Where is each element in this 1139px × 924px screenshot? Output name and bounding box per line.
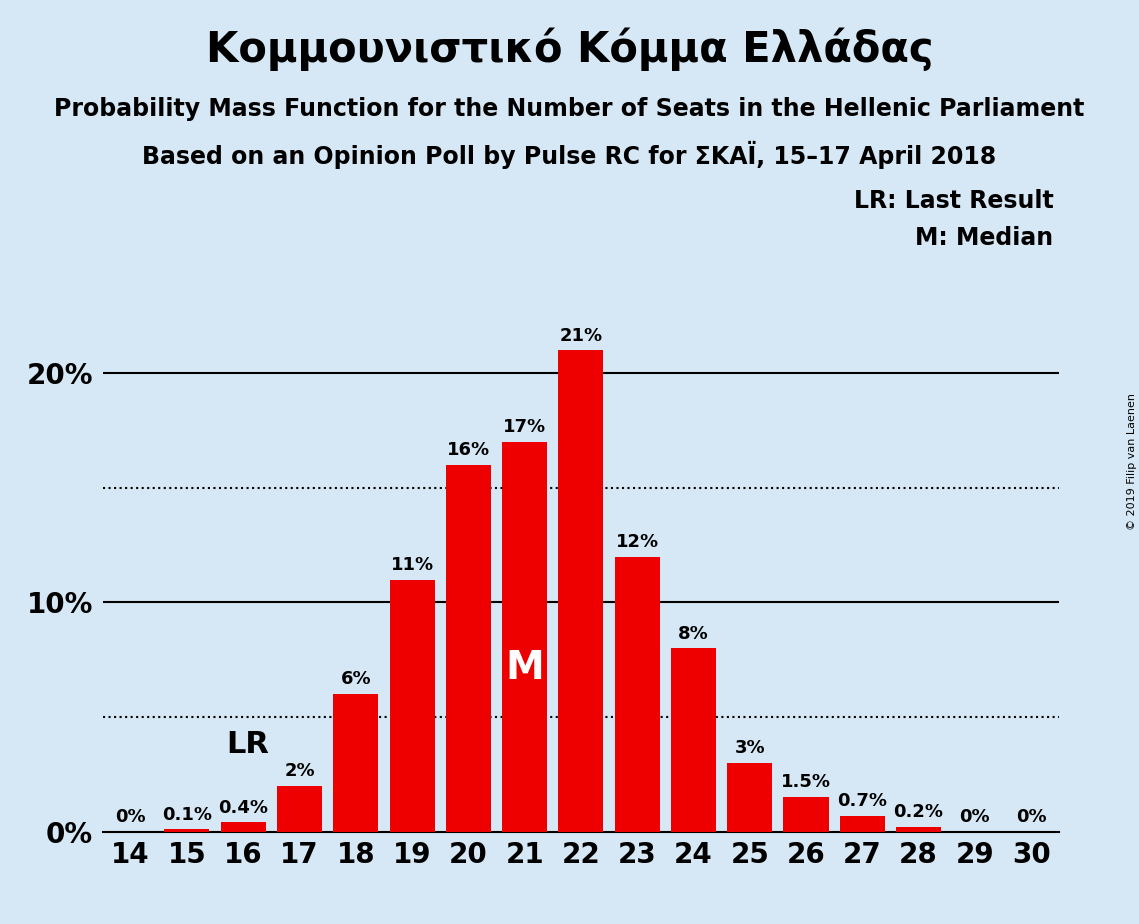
Text: 3%: 3%	[735, 739, 765, 757]
Text: LR: LR	[227, 730, 269, 759]
Bar	[727, 763, 772, 832]
Text: M: Median: M: Median	[916, 226, 1054, 250]
Text: 0%: 0%	[1016, 808, 1047, 826]
Text: 0%: 0%	[115, 808, 146, 826]
Text: 0.7%: 0.7%	[837, 792, 887, 809]
Text: 6%: 6%	[341, 671, 371, 688]
Text: 11%: 11%	[391, 556, 434, 574]
Text: 1.5%: 1.5%	[781, 773, 831, 792]
Text: 0.4%: 0.4%	[219, 798, 268, 817]
Text: LR: Last Result: LR: Last Result	[854, 189, 1054, 213]
Text: 8%: 8%	[678, 625, 708, 642]
Text: 2%: 2%	[284, 762, 314, 780]
Bar	[164, 830, 210, 832]
Bar	[502, 442, 547, 832]
Text: 0%: 0%	[959, 808, 990, 826]
Text: M: M	[506, 649, 544, 687]
Bar	[671, 649, 716, 832]
Bar	[277, 785, 322, 832]
Bar	[445, 465, 491, 832]
Text: 16%: 16%	[446, 442, 490, 459]
Bar	[615, 556, 659, 832]
Bar	[390, 579, 435, 832]
Bar	[221, 822, 265, 832]
Text: Κομμουνιστικό Κόμμα Ελλάδας: Κομμουνιστικό Κόμμα Ελλάδας	[206, 28, 933, 71]
Bar	[839, 816, 885, 832]
Text: 0.2%: 0.2%	[894, 803, 943, 821]
Bar	[334, 694, 378, 832]
Text: 0.1%: 0.1%	[162, 806, 212, 823]
Text: © 2019 Filip van Laenen: © 2019 Filip van Laenen	[1126, 394, 1137, 530]
Bar	[784, 797, 828, 832]
Text: Based on an Opinion Poll by Pulse RC for ΣΚΑΪ, 15–17 April 2018: Based on an Opinion Poll by Pulse RC for…	[142, 140, 997, 168]
Text: 17%: 17%	[503, 419, 547, 436]
Text: 21%: 21%	[559, 327, 603, 345]
Bar	[896, 827, 941, 832]
Bar	[558, 350, 604, 832]
Text: Probability Mass Function for the Number of Seats in the Hellenic Parliament: Probability Mass Function for the Number…	[55, 97, 1084, 121]
Text: 12%: 12%	[615, 533, 658, 551]
